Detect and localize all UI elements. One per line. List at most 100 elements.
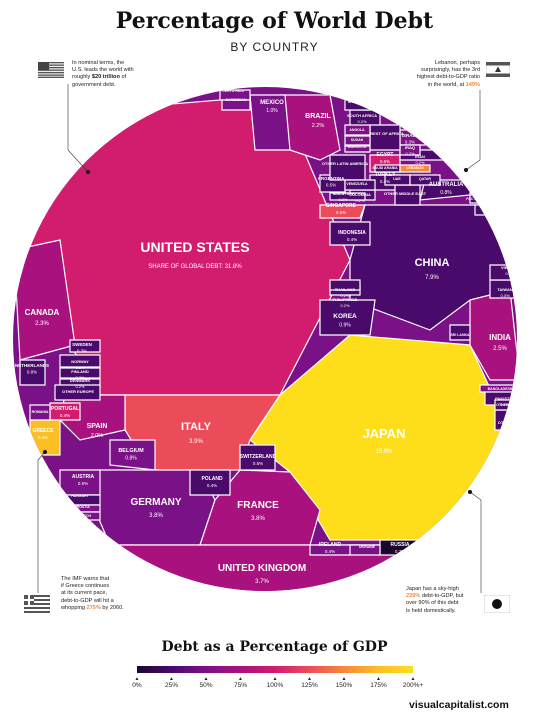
us-note-line: In nominal terms, the xyxy=(72,60,125,66)
japan-leader-line xyxy=(469,491,482,593)
country-label: IRELAND xyxy=(319,542,342,548)
country-label: SWITZERLAND xyxy=(240,454,277,460)
lebanon-annotation: Lebanon, perhaps surprisingly, has the 3… xyxy=(400,60,480,89)
cell-lebanon xyxy=(399,164,431,173)
country-label: SOUTH AFRICA xyxy=(347,113,377,118)
cell-switzerland xyxy=(239,444,276,471)
cell-other-europe xyxy=(54,384,101,401)
country-label: DENMARK xyxy=(70,378,91,383)
brand-footer: visualcapitalist.com xyxy=(409,699,509,711)
country-label: BANGLADESH xyxy=(488,387,513,391)
cell-rest-of-africa xyxy=(369,124,401,151)
treemap-labels: UNITED STATES SHARE OF GLOBAL DEBT: 31.8%… xyxy=(15,89,522,585)
cell-ukraine xyxy=(349,544,381,556)
japan-annotation: Japan has a sky-high 239% debt-to-GDP, b… xyxy=(406,586,486,615)
country-share-label: 0.4% xyxy=(347,237,357,242)
color-scale-tick: ▲ 75% xyxy=(233,676,247,689)
greece-leader-line xyxy=(37,451,46,593)
greece-note-line: if Greece continues xyxy=(61,583,110,590)
cell-poland xyxy=(189,469,231,496)
country-label: UNITED KINGDOM xyxy=(218,563,306,574)
color-scale-tick: ▲ 200%+ xyxy=(402,676,424,689)
lebanon-leader-line xyxy=(465,90,481,171)
country-share-label: 3.8% xyxy=(149,513,163,519)
country-label: SRI LANKA xyxy=(450,333,470,337)
country-label: PAKISTAN xyxy=(495,396,515,401)
country-share-label: 0.8% xyxy=(27,370,37,375)
us-leader-line xyxy=(67,84,89,173)
country-label: SPAIN xyxy=(87,423,108,430)
country-label: OTHER LATIN AMERICA xyxy=(322,161,368,166)
japan-leader-dot xyxy=(468,490,472,494)
country-label: AUSTRALIA xyxy=(429,182,464,188)
country-label: UNITED STATES xyxy=(140,239,249,255)
country-label: KOREA xyxy=(333,313,357,320)
country-label: BELGIUM xyxy=(118,448,144,454)
country-share-label: 0.4% xyxy=(38,435,48,440)
color-scale-tick: ▲ 25% xyxy=(164,676,178,689)
country-label: PAC ISLANDS xyxy=(466,197,490,201)
country-label: BRAZIL xyxy=(305,113,331,120)
annotation-leader-lines xyxy=(37,84,482,593)
cell-morocco xyxy=(344,145,371,153)
country-share-label: 3.9% xyxy=(189,439,203,445)
country-share-label: 2.5% xyxy=(493,346,507,352)
greece-note-line: debt-to-GDP will hit a xyxy=(61,597,114,604)
country-label: MALAYSIA xyxy=(333,191,354,196)
cell-norway xyxy=(59,354,101,368)
country-label: OTHER ASIA xyxy=(496,403,518,407)
country-share-label: 3.7% xyxy=(255,579,269,585)
country-share-label: 15.9% xyxy=(375,449,393,455)
country-label: NETHERLANDS xyxy=(15,363,49,368)
country-label: MOROCCO xyxy=(348,145,367,149)
country-label: OTHER EUROPE xyxy=(62,389,94,394)
country-share-label: 0.2% xyxy=(405,151,415,156)
cell-malaysia xyxy=(329,192,366,201)
cell-sri-lanka xyxy=(449,324,471,341)
country-label: OTHER ASIA xyxy=(498,420,523,425)
country-share-label: 0.4% xyxy=(380,179,390,184)
cell-finland xyxy=(59,367,101,379)
cell-sudan xyxy=(344,135,371,146)
country-label: CROATIA xyxy=(74,505,90,509)
country-share-label: 1.0% xyxy=(266,108,278,114)
us-note-line: U.S. leads the world with xyxy=(72,67,134,74)
country-share-label: 0.3% xyxy=(500,293,510,298)
country-label: SUDAN xyxy=(351,138,364,142)
japan-note-line: over 90% of this debt xyxy=(406,600,459,607)
country-share-label: 0.5% xyxy=(78,481,88,486)
country-label: CANADA xyxy=(25,308,60,317)
country-label: TURKEY xyxy=(375,172,396,178)
lebanon-flag-icon xyxy=(486,62,510,77)
country-label: UAE xyxy=(393,177,401,181)
country-share-label: 0.4% xyxy=(60,413,70,418)
country-label: POLAND xyxy=(201,476,223,482)
country-share-label: 0.3% xyxy=(75,375,85,380)
greece-note-line: by 2060. xyxy=(100,604,124,611)
country-label: INDONESIA xyxy=(338,230,366,236)
country-share-label: 0.8% xyxy=(440,190,452,196)
country-label: OTHER MIDDLE EAST xyxy=(384,191,427,196)
country-label: CHINA xyxy=(415,257,450,269)
us-flag-icon xyxy=(38,62,64,78)
chart-title: Percentage of World Debt xyxy=(115,8,434,34)
lebanon-note-line: highest debt-to-GDP ratio xyxy=(416,74,480,81)
country-label: LEBANON xyxy=(406,166,424,170)
color-scale-tick: ▲ 100% xyxy=(266,676,284,689)
country-share-label: 0.5% xyxy=(380,159,390,164)
country-share-label: 2.2% xyxy=(312,123,325,129)
country-label: VIETNAM xyxy=(501,265,520,270)
chart-subtitle: BY COUNTRY xyxy=(230,40,319,54)
country-label: TAIWAN xyxy=(497,287,513,292)
lebanon-note-highlight: 149% xyxy=(465,81,480,88)
country-share-label: 0.2% xyxy=(415,160,425,165)
color-scale-bar xyxy=(137,666,413,673)
country-share-label: 0.3% xyxy=(77,349,87,354)
country-label: ANGOLA xyxy=(349,128,365,132)
legend-title: Debt as a Percentage of GDP xyxy=(161,639,388,655)
greece-note-line: The IMF warns that xyxy=(61,576,110,582)
cell-venezuela xyxy=(344,179,376,191)
country-label: COLOMBIA xyxy=(349,192,371,197)
